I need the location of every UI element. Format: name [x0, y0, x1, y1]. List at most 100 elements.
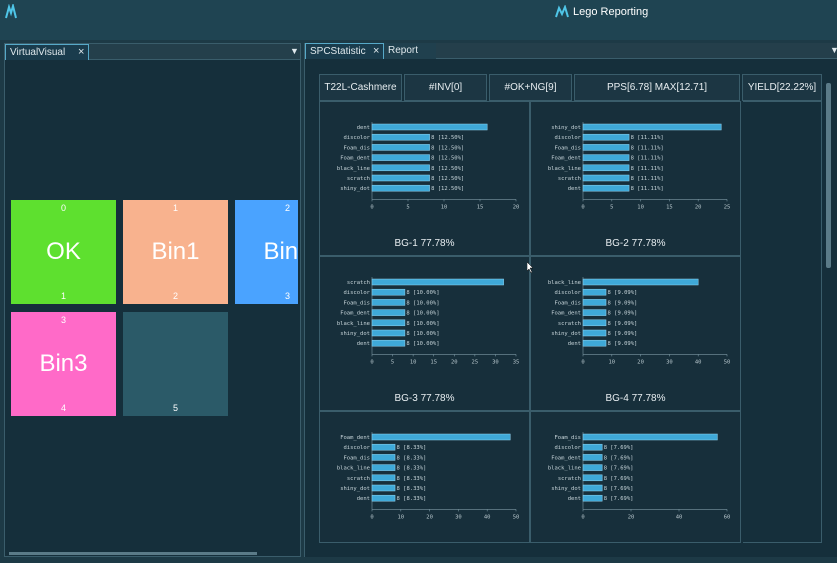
category-label: discolor [344, 445, 371, 451]
tab-virtual-visual[interactable]: VirtualVisual [5, 44, 89, 60]
category-label: shiny_dot [551, 125, 581, 131]
bar-value-label: 8 [8.33%] [397, 455, 427, 461]
bar-value-label: 8 [10.00%] [406, 331, 439, 337]
x-tick-label: 5 [406, 204, 409, 210]
bar-chart: 0 10 20 30 40 50 black_line discolor 8 [9.09%] Fo… [548, 277, 731, 365]
x-tick-label: 20 [426, 514, 433, 520]
x-tick-label: 50 [724, 359, 731, 365]
category-label: scratch [347, 476, 370, 482]
bar [371, 474, 396, 482]
chart-bg-label: BG-3 77.78% [394, 393, 455, 404]
pin-icon[interactable]: ▼ [830, 45, 837, 55]
bin-tile-bin3[interactable]: 3 Bin3 4 [11, 312, 116, 416]
category-label: dent [568, 186, 581, 192]
vertical-scrollbar[interactable] [826, 83, 831, 268]
bin-tile-empty[interactable]: 5 [123, 312, 228, 416]
tile-label: Bin3 [39, 350, 88, 377]
bar [582, 154, 630, 161]
x-tick-label: 20 [695, 204, 702, 210]
tile-top-number: 1 [172, 203, 178, 213]
bar-value-label: 8 [12.50%] [431, 166, 464, 172]
header-yield: YIELD[22.22%] [742, 74, 822, 101]
mouse-cursor-icon [527, 262, 534, 273]
lego-logo-icon [555, 5, 569, 18]
bar-value-label: 8 [12.50%] [431, 145, 464, 151]
bar [371, 329, 406, 337]
category-label: dent [568, 341, 581, 347]
bar [371, 433, 511, 441]
bar-chart: 0 10 20 30 40 50 Foam_dent discolor 8 [8.33%] Foa… [337, 432, 519, 520]
bar [371, 319, 406, 327]
bar [582, 329, 607, 337]
category-label: black_line [337, 166, 370, 172]
x-tick-label: 30 [492, 359, 499, 365]
category-label: dent [357, 341, 370, 347]
tile-label: Bin2 [263, 238, 298, 265]
close-icon[interactable]: × [373, 45, 380, 57]
header-product: T22L-Cashmere [319, 74, 402, 101]
bar [582, 464, 603, 471]
header-inv: #INV[0] [404, 74, 487, 101]
x-tick-label: 40 [676, 514, 683, 520]
bar [582, 309, 607, 316]
x-tick-label: 25 [724, 204, 731, 210]
bar [582, 133, 630, 141]
bar-value-label: 8 [9.09%] [608, 331, 638, 337]
tab-label: SPCStatistic [310, 46, 366, 57]
bar-value-label: 8 [9.09%] [608, 321, 638, 327]
statistic-header: T22L-Cashmere #INV[0] #OK+NG[9] PPS[6.78… [319, 74, 827, 101]
tile-top-number: 3 [60, 315, 66, 325]
bar-value-label: 8 [10.00%] [406, 341, 439, 347]
close-icon[interactable]: × [78, 46, 85, 58]
bar-value-label: 8 [8.33%] [397, 496, 427, 502]
bar [582, 278, 699, 286]
tab-spc-statistic[interactable]: SPCStatistic [305, 43, 384, 59]
header-ok-ng: #OK+NG[9] [489, 74, 572, 101]
tab-report[interactable]: Report [384, 43, 436, 59]
bar-value-label: 8 [11.11%] [631, 186, 664, 192]
horizontal-scrollbar[interactable] [9, 552, 257, 555]
bar [371, 494, 396, 502]
bar-chart: 0 20 40 60 Foam_dis discolor 8 [7.69%] Foam_den… [548, 432, 730, 520]
app-title: Lego Reporting [555, 4, 648, 20]
x-tick-label: 15 [477, 204, 484, 210]
bar [582, 339, 607, 347]
category-label: Foam_dis [344, 300, 371, 306]
category-label: Foam_dent [340, 156, 370, 162]
app-title-text: Lego Reporting [573, 6, 649, 18]
tile-bottom-number: 2 [172, 291, 178, 301]
bar [582, 484, 603, 492]
category-label: shiny_dot [340, 331, 370, 337]
category-label: dent [357, 496, 370, 502]
pin-icon[interactable]: ▼ [290, 46, 299, 56]
bar [582, 174, 630, 182]
bar-value-label: 8 [11.11%] [631, 166, 664, 172]
bar [582, 144, 630, 151]
category-label: scratch [558, 321, 581, 327]
bar-value-label: 8 [8.33%] [397, 466, 427, 472]
bar [371, 278, 504, 286]
category-label: Foam_dis [344, 455, 371, 461]
tile-top-number: 2 [284, 203, 290, 213]
category-label: scratch [347, 280, 370, 286]
bar [582, 433, 718, 441]
bin-tile-bin2[interactable]: 2 Bin2 3 [235, 200, 298, 304]
bar-value-label: 8 [12.50%] [431, 135, 464, 141]
bin-tile-ok[interactable]: 0 OK 1 [11, 200, 116, 304]
bin-tile-bin1[interactable]: 1 Bin1 2 [123, 200, 228, 304]
bar [371, 184, 430, 192]
x-tick-label: 20 [637, 359, 644, 365]
category-label: dent [357, 125, 370, 131]
category-label: black_line [548, 466, 581, 472]
bar [371, 123, 488, 131]
x-tick-label: 10 [441, 204, 448, 210]
bar-value-label: 8 [12.50%] [431, 186, 464, 192]
category-label: discolor [555, 445, 582, 451]
category-label: black_line [337, 466, 370, 472]
bar-value-label: 8 [9.09%] [608, 311, 638, 317]
chart-bg-label: BG-2 77.78% [605, 238, 666, 249]
category-label: shiny_dot [551, 486, 581, 492]
x-tick-label: 0 [370, 204, 373, 210]
category-label: Foam_dis [555, 435, 582, 441]
bar [582, 494, 603, 502]
